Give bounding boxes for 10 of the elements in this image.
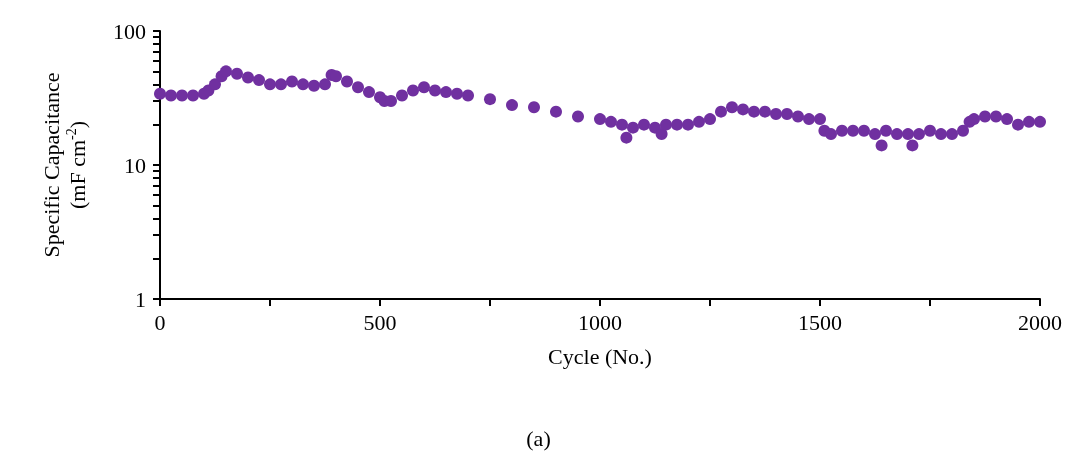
x-tick-label: 2000	[1018, 309, 1062, 335]
y-tick-label: 100	[113, 18, 146, 44]
x-tick-label: 500	[363, 309, 397, 335]
x-tick-label: 1500	[798, 309, 842, 335]
y-tick-label: 10	[124, 152, 146, 178]
x-tick-label: 1000	[578, 309, 622, 335]
x-tick-label: 0	[154, 309, 166, 335]
y-tick-label: 1	[135, 286, 146, 312]
x-axis-title: Cycle (No.)	[548, 343, 652, 369]
text: (a)	[526, 425, 551, 451]
